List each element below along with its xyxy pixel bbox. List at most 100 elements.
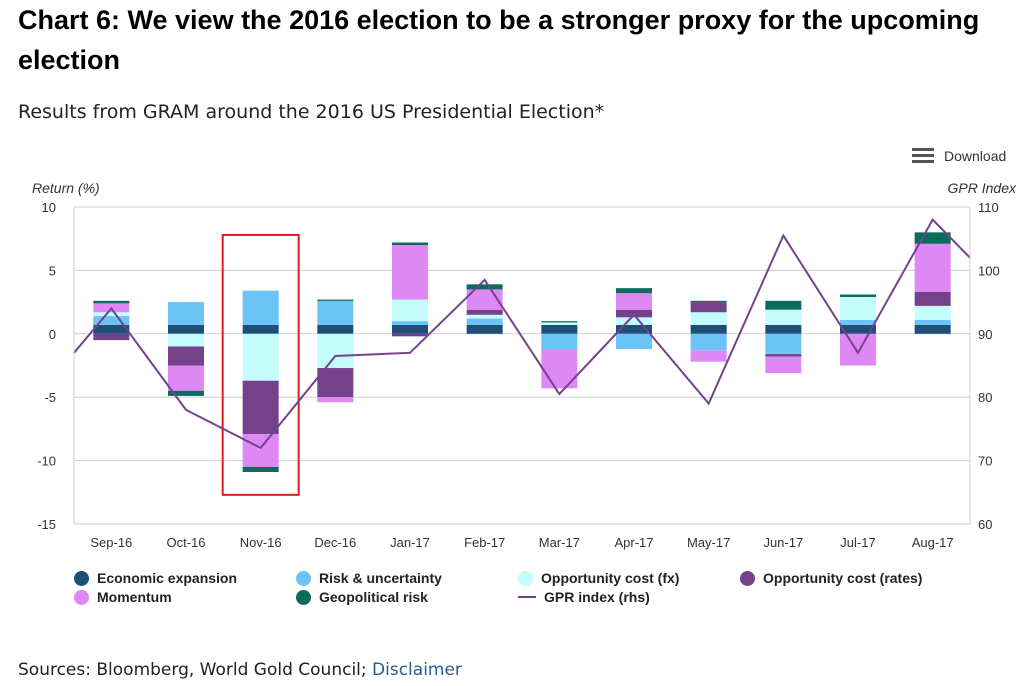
y-tick-label: 0 <box>49 327 56 342</box>
y-axis-title: Return (%) <box>32 180 100 196</box>
y2-tick-label: 90 <box>978 327 992 342</box>
legend-label: Risk & uncertainty <box>319 570 442 586</box>
disclaimer-link[interactable]: Disclaimer <box>372 660 462 680</box>
download-button[interactable]: Download <box>912 148 1006 164</box>
bar-segment <box>466 309 503 315</box>
bar-segment <box>392 245 428 300</box>
bars <box>93 232 951 496</box>
bar-segment <box>168 333 204 347</box>
bar-segment <box>765 309 802 325</box>
sources-text: Sources: Bloomberg, World Gold Council; <box>18 660 373 680</box>
gpr-line <box>73 218 971 450</box>
axes: -15 -10 -5 0 5 10 60 70 80 90 100 110 Return (%) GPR … <box>32 180 1017 550</box>
legend-swatch <box>74 570 89 586</box>
bar-segment <box>765 354 802 357</box>
bar-segment <box>914 243 951 292</box>
legend-item[interactable]: Momentum <box>74 589 172 605</box>
legend-item[interactable]: Opportunity cost (rates) <box>740 570 922 586</box>
y-tick-label: -15 <box>37 517 56 532</box>
legend-item[interactable]: GPR index (rhs) <box>518 589 650 605</box>
legend-item[interactable]: Risk & uncertainty <box>296 570 442 586</box>
download-label: Download <box>944 148 1007 164</box>
legend-label: Opportunity cost (fx) <box>541 570 680 586</box>
bar-segment <box>93 312 130 317</box>
legend-label: Momentum <box>97 589 172 605</box>
bar-segment <box>765 300 802 310</box>
bar-segment <box>242 333 279 381</box>
legend-label: Opportunity cost (rates) <box>763 570 923 586</box>
highlight-box <box>221 233 300 496</box>
bar-segment <box>914 324 951 334</box>
bar-segment <box>317 333 354 369</box>
gridlines <box>74 206 970 525</box>
x-tick-label: Dec-16 <box>314 535 356 550</box>
bar-segment <box>466 324 503 334</box>
legend-label: Geopolitical risk <box>319 589 428 605</box>
legend-swatch <box>518 596 536 598</box>
bar-segment <box>840 319 876 325</box>
bar-segment <box>541 349 578 389</box>
bar-segment <box>690 300 727 303</box>
x-tick-label: Sep-16 <box>90 535 132 550</box>
bar-segment <box>914 319 951 325</box>
x-tick-label: Jan-17 <box>390 535 430 550</box>
bar-segment <box>840 297 876 320</box>
bar-segment <box>541 321 578 323</box>
bar-segment <box>242 433 279 467</box>
bar-segment <box>914 305 951 320</box>
x-tick-label: Feb-17 <box>464 535 505 550</box>
bar-segment <box>466 314 503 319</box>
legend-swatch <box>518 570 533 586</box>
bar-segment <box>616 317 652 325</box>
bar-segment <box>93 316 130 325</box>
bar-segment <box>392 333 428 337</box>
bar-segment <box>690 350 727 362</box>
legend-label: Economic expansion <box>97 570 238 586</box>
bar-segment <box>840 324 876 334</box>
bar-segment <box>168 346 204 366</box>
y2-axis-title: GPR Index <box>948 180 1017 196</box>
y-tick-label: 5 <box>49 263 56 278</box>
x-tick-label: Jul-17 <box>840 535 875 550</box>
bar-segment <box>840 333 876 366</box>
chart-subtitle: Results from GRAM around the 2016 US Pre… <box>18 101 605 123</box>
bar-segment <box>690 302 727 313</box>
legend-label: GPR index (rhs) <box>544 589 650 605</box>
y2-tick-label: 60 <box>978 517 992 532</box>
x-tick-label: May-17 <box>687 535 730 550</box>
bar-segment <box>93 333 130 341</box>
bar-segment <box>242 324 279 334</box>
bar-segment <box>765 333 802 355</box>
legend-swatch <box>74 589 89 605</box>
legend-item[interactable]: Economic expansion <box>74 570 237 586</box>
y2-tick-label: 70 <box>978 454 992 469</box>
bar-segment <box>392 299 428 322</box>
bar-segment <box>392 242 428 246</box>
bar-segment <box>93 300 130 304</box>
bar-segment <box>242 380 279 434</box>
bar-segment <box>616 324 652 334</box>
bar-segment <box>317 324 354 334</box>
y2-tick-label: 100 <box>978 263 1000 278</box>
legend-item[interactable]: Geopolitical risk <box>296 589 428 605</box>
y-tick-label: -5 <box>44 390 56 405</box>
sources-note: Sources: Bloomberg, World Gold Council; … <box>18 660 462 680</box>
bar-segment <box>317 368 354 398</box>
legend-swatch <box>296 570 311 586</box>
bar-segment <box>765 324 802 334</box>
gpr-line-layer <box>73 218 971 450</box>
bar-segment <box>541 322 578 325</box>
legend-item[interactable]: Opportunity cost (fx) <box>518 570 679 586</box>
bar-segment <box>616 333 652 350</box>
bar-segment <box>168 365 204 391</box>
bar-segment <box>242 290 279 325</box>
x-tick-label: Aug-17 <box>912 535 954 550</box>
y2-tick-label: 110 <box>978 200 999 215</box>
y-tick-label: 10 <box>42 200 56 215</box>
chart-svg: -15 -10 -5 0 5 10 60 70 80 90 100 110 Return (%) GPR … <box>32 180 1017 550</box>
bar-segment <box>317 299 354 301</box>
menu-icon <box>912 148 934 164</box>
bar-segment <box>765 356 802 374</box>
bar-segment <box>914 291 951 306</box>
bar-segment <box>690 324 727 334</box>
